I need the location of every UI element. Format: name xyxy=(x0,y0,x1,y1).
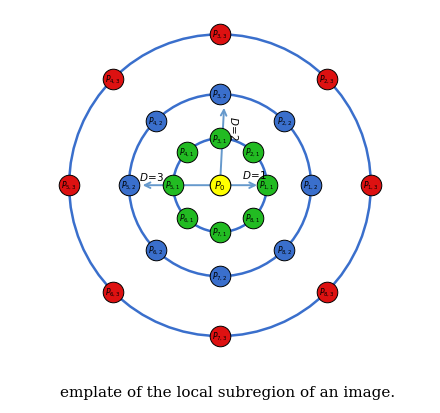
Point xyxy=(125,183,132,189)
Text: $P_{5,2}$: $P_{5,2}$ xyxy=(121,180,137,192)
Point xyxy=(323,76,330,83)
Point xyxy=(110,76,117,83)
Point xyxy=(152,247,159,253)
Point xyxy=(110,289,117,295)
Text: $P_{1,3}$: $P_{1,3}$ xyxy=(363,180,379,192)
Text: $P_{5,1}$: $P_{5,1}$ xyxy=(165,180,181,192)
Text: $D\!=\!1$: $D\!=\!1$ xyxy=(242,169,267,180)
Text: $P_{2,3}$: $P_{2,3}$ xyxy=(319,73,334,85)
Point xyxy=(216,92,224,98)
Text: $P_{5,3}$: $P_{5,3}$ xyxy=(61,180,77,192)
Point xyxy=(263,183,270,189)
Text: emplate of the local subregion of an image.: emplate of the local subregion of an ima… xyxy=(60,385,396,399)
Point xyxy=(216,32,224,38)
Text: $P_{3,1}$: $P_{3,1}$ xyxy=(212,133,228,145)
Text: $P_{1,2}$: $P_{1,2}$ xyxy=(303,180,319,192)
Text: $P_{6,3}$: $P_{6,3}$ xyxy=(106,286,121,298)
Point xyxy=(367,183,374,189)
Point xyxy=(249,150,257,156)
Text: $P_{3,2}$: $P_{3,2}$ xyxy=(212,89,228,101)
Text: $P_{4,3}$: $P_{4,3}$ xyxy=(106,73,121,85)
Point xyxy=(152,118,159,125)
Point xyxy=(216,183,224,189)
Text: $P_{7,2}$: $P_{7,2}$ xyxy=(212,271,228,282)
Text: $P_{4,1}$: $P_{4,1}$ xyxy=(179,147,195,159)
Point xyxy=(66,183,73,189)
Point xyxy=(216,333,224,339)
Point xyxy=(216,273,224,280)
Point xyxy=(216,136,224,142)
Text: $P_{1,1}$: $P_{1,1}$ xyxy=(259,180,275,192)
Point xyxy=(170,183,177,189)
Text: $P_{8,2}$: $P_{8,2}$ xyxy=(277,244,292,256)
Text: $P_{2,1}$: $P_{2,1}$ xyxy=(245,147,261,159)
Point xyxy=(216,229,224,236)
Point xyxy=(249,216,257,222)
Point xyxy=(308,183,315,189)
Text: $P_{4,2}$: $P_{4,2}$ xyxy=(148,115,163,128)
Point xyxy=(323,289,330,295)
Text: $P_{6,2}$: $P_{6,2}$ xyxy=(148,244,163,256)
Point xyxy=(281,247,288,253)
Point xyxy=(183,150,191,156)
Text: $P_0$: $P_0$ xyxy=(214,179,226,192)
Text: $P_{8,1}$: $P_{8,1}$ xyxy=(245,213,261,225)
Text: $P_{3,3}$: $P_{3,3}$ xyxy=(212,29,228,41)
Text: $P_{8,3}$: $P_{8,3}$ xyxy=(319,286,334,298)
Point xyxy=(183,216,191,222)
Text: $D\!=\!2$: $D\!=\!2$ xyxy=(228,116,240,141)
Text: $P_{2,2}$: $P_{2,2}$ xyxy=(277,115,292,128)
Text: $P_{6,1}$: $P_{6,1}$ xyxy=(179,213,195,225)
Text: $D\!=\!3$: $D\!=\!3$ xyxy=(139,171,165,183)
Text: $P_{7,3}$: $P_{7,3}$ xyxy=(212,330,228,342)
Text: $P_{7,1}$: $P_{7,1}$ xyxy=(212,226,228,239)
Point xyxy=(281,118,288,125)
